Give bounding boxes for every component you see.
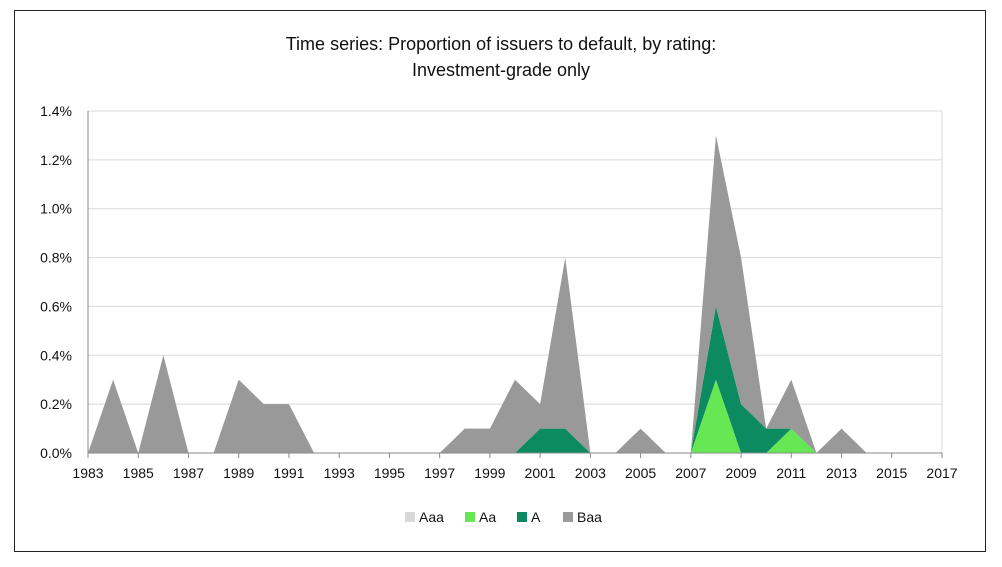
x-tick-labels: 1983 1985 1987 1989 1991 1993 1995 1997 1999 2001…	[72, 465, 957, 481]
x-tick-label: 2003	[575, 465, 606, 481]
legend-label-baa: Baa	[577, 509, 602, 525]
series-area-baa	[88, 135, 942, 453]
x-tick-label: 1995	[374, 465, 405, 481]
series-area-aa	[88, 379, 942, 453]
chart-title: Time series: Proportion of issuers to de…	[286, 34, 717, 54]
chart-subtitle: Investment-grade only	[412, 60, 590, 80]
legend: Aaa Aa A Baa	[405, 509, 602, 525]
x-tick-label: 1989	[223, 465, 254, 481]
x-tick-label: 2017	[926, 465, 957, 481]
gridlines	[88, 110, 943, 453]
x-tick-label: 2013	[826, 465, 857, 481]
x-tick-label: 1985	[123, 465, 154, 481]
legend-label-aa: Aa	[479, 509, 496, 525]
axes	[87, 111, 943, 458]
x-tick-label: 1991	[273, 465, 304, 481]
x-tick-label: 1999	[474, 465, 505, 481]
x-tick-label: 1987	[173, 465, 204, 481]
legend-swatch-aaa	[405, 512, 415, 522]
legend-swatch-a	[517, 512, 527, 522]
x-tick-label: 2011	[776, 465, 806, 481]
y-tick-label: 0.0%	[40, 445, 72, 461]
x-tick-label: 1997	[424, 465, 455, 481]
x-tick-label: 2007	[675, 465, 706, 481]
y-tick-label: 1.0%	[40, 201, 72, 217]
y-tick-labels: 0.0% 0.2% 0.4% 0.6% 0.8% 1.0% 1.2% 1.4%	[40, 103, 72, 461]
legend-swatch-baa	[563, 512, 573, 522]
y-tick-label: 0.6%	[40, 298, 72, 314]
legend-label-aaa: Aaa	[419, 509, 444, 525]
x-tick-label: 2001	[525, 465, 556, 481]
chart-frame	[14, 10, 986, 552]
y-tick-label: 0.2%	[40, 396, 72, 412]
y-tick-label: 0.8%	[40, 250, 72, 266]
x-tick-label: 2005	[625, 465, 656, 481]
legend-swatch-aa	[465, 512, 475, 522]
legend-label-a: A	[531, 509, 541, 525]
y-tick-label: 1.4%	[40, 103, 72, 119]
x-tick-label: 2009	[725, 465, 756, 481]
x-tick-label: 1993	[324, 465, 355, 481]
x-tick-label: 2015	[876, 465, 907, 481]
series-areas	[88, 135, 942, 453]
y-tick-label: 0.4%	[40, 347, 72, 363]
y-tick-label: 1.2%	[40, 152, 72, 168]
x-tick-label: 1983	[72, 465, 103, 481]
series-area-a	[88, 306, 942, 453]
